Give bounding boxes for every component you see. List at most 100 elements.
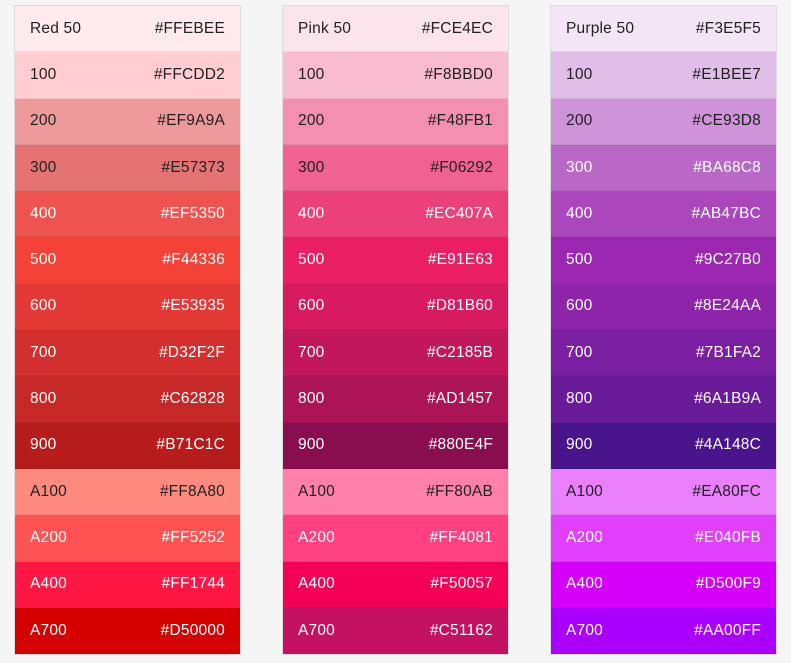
swatch-shade-label: 600 — [566, 297, 593, 315]
swatch-shade-label: 100 — [30, 65, 57, 83]
swatch-row: A100 #FF80AB — [283, 468, 508, 516]
swatch-row: 500 #9C27B0 — [551, 237, 776, 284]
swatch-hex-value: #7B1FA2 — [695, 343, 761, 361]
swatch-hex-value: #C2185B — [426, 343, 493, 361]
swatch-shade-label: A700 — [298, 622, 335, 639]
swatch-hex-value: #D50000 — [160, 622, 225, 639]
swatch-hex-value: #C62828 — [160, 390, 225, 408]
swatch-hex-value: #FFEBEE — [154, 19, 225, 37]
swatch-shade-label: 500 — [566, 251, 593, 269]
swatch-shade-label: 200 — [298, 112, 325, 130]
swatch-hex-value: #FF4081 — [429, 528, 493, 546]
swatch-hex-value: #D500F9 — [695, 575, 761, 593]
swatch-hex-value: #F06292 — [430, 158, 493, 176]
swatch-row: A200 #E040FB — [551, 515, 776, 562]
swatch-shade-label: A700 — [30, 622, 67, 639]
swatch-shade-label: 300 — [298, 158, 325, 176]
swatch-row: A700 #AA00FF — [551, 607, 776, 655]
swatch-row: A200 #FF5252 — [15, 515, 240, 562]
swatch-hex-value: #FF5252 — [161, 528, 225, 546]
swatch-hex-value: #E91E63 — [427, 251, 493, 269]
swatch-row: 200 #F48FB1 — [283, 98, 508, 145]
swatch-shade-label: 100 — [566, 65, 593, 83]
swatch-hex-value: #AB47BC — [691, 204, 761, 222]
swatch-row: 500 #F44336 — [15, 237, 240, 284]
swatch-shade-label: 200 — [566, 112, 593, 130]
swatch-shade-label: A100 — [298, 482, 335, 500]
swatch-shade-label: 900 — [566, 436, 593, 454]
swatch-shade-label: A400 — [298, 575, 335, 593]
swatch-hex-value: #9C27B0 — [694, 251, 761, 269]
swatch-hex-value: #AA00FF — [694, 622, 761, 639]
swatch-hex-value: #8E24AA — [694, 297, 761, 315]
swatch-hex-value: #E57373 — [161, 158, 225, 176]
swatch-shade-label: A400 — [566, 575, 603, 593]
swatch-hex-value: #FF80AB — [426, 482, 493, 500]
swatch-row: 600 #D81B60 — [283, 283, 508, 331]
swatch-hex-value: #FCE4EC — [421, 19, 493, 37]
swatch-shade-label: A200 — [566, 528, 603, 546]
swatch-hex-value: #F48FB1 — [427, 112, 493, 130]
swatch-shade-label: 500 — [298, 251, 325, 269]
swatch-row: 500 #E91E63 — [283, 237, 508, 284]
swatch-shade-label: 100 — [298, 65, 325, 83]
swatch-hex-value: #D32F2F — [158, 343, 225, 361]
swatch-shade-label: 800 — [298, 390, 325, 408]
swatch-row: Pink 50 #FCE4EC — [283, 6, 508, 53]
swatch-row: 100 #F8BBD0 — [283, 52, 508, 99]
swatch-hex-value: #E1BEE7 — [692, 65, 761, 83]
swatch-row: Purple 50 #F3E5F5 — [551, 6, 776, 53]
swatch-shade-label: A400 — [30, 575, 67, 593]
swatch-hex-value: #FF1744 — [161, 575, 225, 593]
swatch-hex-value: #EF5350 — [160, 204, 225, 222]
swatch-shade-label: A100 — [566, 482, 603, 500]
swatch-row: A100 #EA80FC — [551, 468, 776, 516]
swatch-shade-label: Red 50 — [30, 19, 82, 37]
swatch-row: 700 #7B1FA2 — [551, 330, 776, 377]
swatch-row: 800 #AD1457 — [283, 376, 508, 423]
swatch-hex-value: #BA68C8 — [693, 158, 761, 176]
swatch-hex-value: #AD1457 — [426, 390, 493, 408]
swatch-row: 400 #AB47BC — [551, 191, 776, 238]
swatch-row: 900 #4A148C — [551, 422, 776, 469]
swatch-row: 200 #CE93D8 — [551, 98, 776, 145]
swatch-row: 100 #FFCDD2 — [15, 52, 240, 99]
swatch-row: 800 #C62828 — [15, 376, 240, 423]
palette-pink: Pink 50 #FCE4EC 100 #F8BBD0 200 #F48FB1 300 #F0… — [282, 5, 509, 656]
swatch-hex-value: #EC407A — [425, 204, 493, 222]
swatch-shade-label: A700 — [566, 622, 603, 639]
swatch-shade-label: 700 — [30, 343, 57, 361]
swatch-row: 600 #8E24AA — [551, 283, 776, 331]
swatch-row: A400 #D500F9 — [551, 561, 776, 608]
swatch-row: 400 #EC407A — [283, 191, 508, 238]
swatch-row: A400 #F50057 — [283, 561, 508, 608]
swatch-hex-value: #EF9A9A — [157, 112, 225, 130]
swatch-row: A400 #FF1744 — [15, 561, 240, 608]
swatch-hex-value: #E040FB — [694, 528, 761, 546]
swatch-shade-label: 500 — [30, 251, 57, 269]
swatch-shade-label: 400 — [298, 204, 325, 222]
swatch-shade-label: 700 — [298, 343, 325, 361]
swatch-row: 300 #F06292 — [283, 144, 508, 192]
swatch-shade-label: 300 — [566, 158, 593, 176]
swatch-hex-value: #C51162 — [429, 622, 493, 639]
swatch-row: 300 #BA68C8 — [551, 144, 776, 192]
swatch-shade-label: 200 — [30, 112, 57, 130]
swatch-hex-value: #4A148C — [694, 436, 761, 454]
swatch-row: 300 #E57373 — [15, 144, 240, 192]
swatch-row: Red 50 #FFEBEE — [15, 6, 240, 53]
swatch-shade-label: Pink 50 — [298, 19, 352, 37]
swatch-row: A100 #FF8A80 — [15, 468, 240, 516]
swatch-hex-value: #CE93D8 — [692, 112, 761, 130]
swatch-hex-value: #D81B60 — [426, 297, 493, 315]
swatch-shade-label: A200 — [298, 528, 335, 546]
swatch-row: A700 #C51162 — [283, 607, 508, 655]
swatch-hex-value: #F50057 — [430, 575, 493, 593]
swatch-row: 700 #C2185B — [283, 330, 508, 377]
swatch-hex-value: #E53935 — [161, 297, 225, 315]
swatch-row: 600 #E53935 — [15, 283, 240, 331]
swatch-row: 900 #880E4F — [283, 422, 508, 469]
swatch-shade-label: 600 — [30, 297, 57, 315]
swatch-row: 100 #E1BEE7 — [551, 52, 776, 99]
swatch-row: A700 #D50000 — [15, 607, 240, 655]
